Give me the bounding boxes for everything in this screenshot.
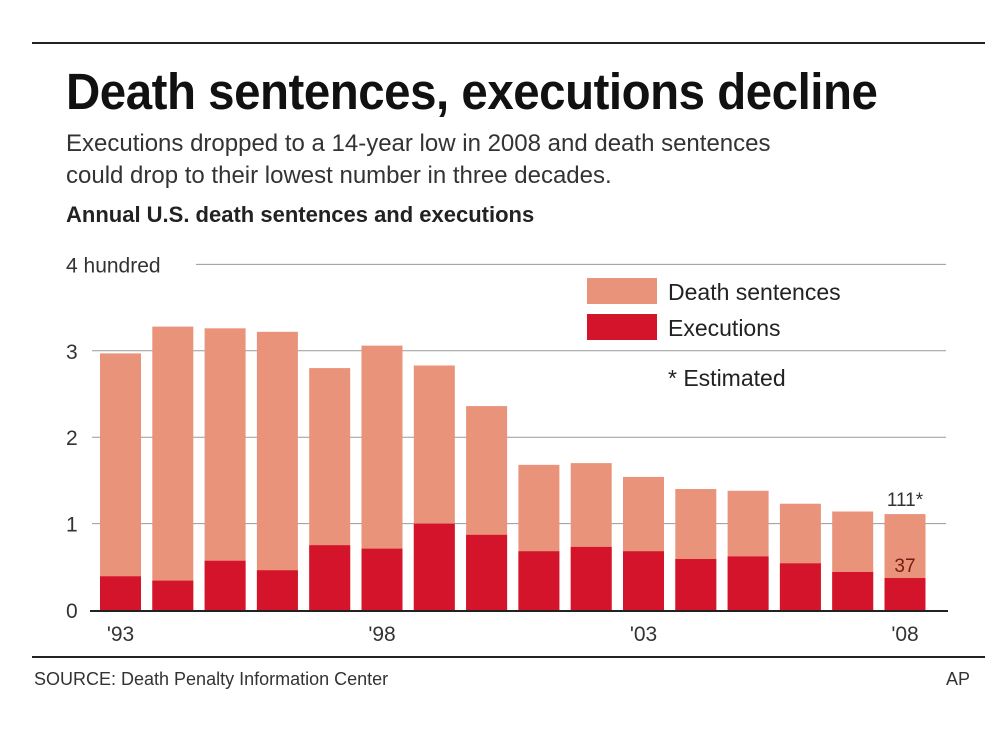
- top-rule: [32, 42, 985, 44]
- bar-executions-1993: [100, 576, 141, 610]
- legend-swatch-executions: [587, 314, 657, 340]
- legend-label-executions: Executions: [668, 315, 781, 341]
- y-tick-label: 0: [66, 600, 78, 623]
- x-tick-label: '08: [891, 623, 918, 646]
- bar-executions-1999: [413, 523, 455, 610]
- subtitle-line-2: could drop to their lowest number in thr…: [66, 162, 612, 189]
- bar-death-sentences-1996: [256, 331, 298, 610]
- y-tick-label: 4 hundred: [66, 254, 161, 277]
- bar-death-sentences-1993: [100, 353, 141, 610]
- source-note: SOURCE: Death Penalty Information Center: [34, 669, 389, 689]
- chart-headline: Death sentences, executions decline: [66, 63, 878, 120]
- y-tick-label: 3: [66, 341, 78, 364]
- y-tick-label: 1: [66, 514, 78, 537]
- bar-executions-1994: [152, 580, 194, 610]
- subtitle-line-1: Executions dropped to a 14-year low in 2…: [66, 130, 771, 157]
- chart-title: Annual U.S. death sentences and executio…: [66, 202, 535, 227]
- y-tick-label: 2: [66, 427, 78, 450]
- bottom-rule: [32, 656, 985, 658]
- bar-executions-2000: [466, 534, 508, 610]
- bar-executions-1995: [204, 560, 246, 610]
- bar-executions-2003: [623, 551, 664, 610]
- x-tick-label: '98: [368, 623, 395, 646]
- bar-executions-2004: [675, 559, 717, 610]
- bar-executions-2006: [779, 563, 821, 610]
- x-tick-label: '93: [107, 623, 134, 646]
- estimated-note: * Estimated: [668, 365, 786, 391]
- bar-executions-2005: [727, 556, 769, 610]
- bar-executions-1996: [256, 570, 298, 610]
- credit: AP: [946, 669, 971, 689]
- bar-executions-1997: [309, 545, 351, 610]
- legend-swatch-death-sentences: [587, 278, 657, 304]
- data-label-death-sentences-2008: 111*: [887, 490, 924, 511]
- bar-executions-1998: [361, 548, 403, 610]
- x-tick-label: '03: [630, 623, 657, 646]
- data-label-executions-2008: 37: [894, 556, 915, 577]
- bar-executions-2007: [832, 571, 874, 610]
- bar-executions-2001: [518, 551, 560, 610]
- bar-executions-2002: [570, 546, 612, 610]
- bar-death-sentences-1994: [152, 326, 194, 610]
- bar-executions-2008: [884, 578, 926, 610]
- legend-label-death-sentences: Death sentences: [668, 279, 841, 305]
